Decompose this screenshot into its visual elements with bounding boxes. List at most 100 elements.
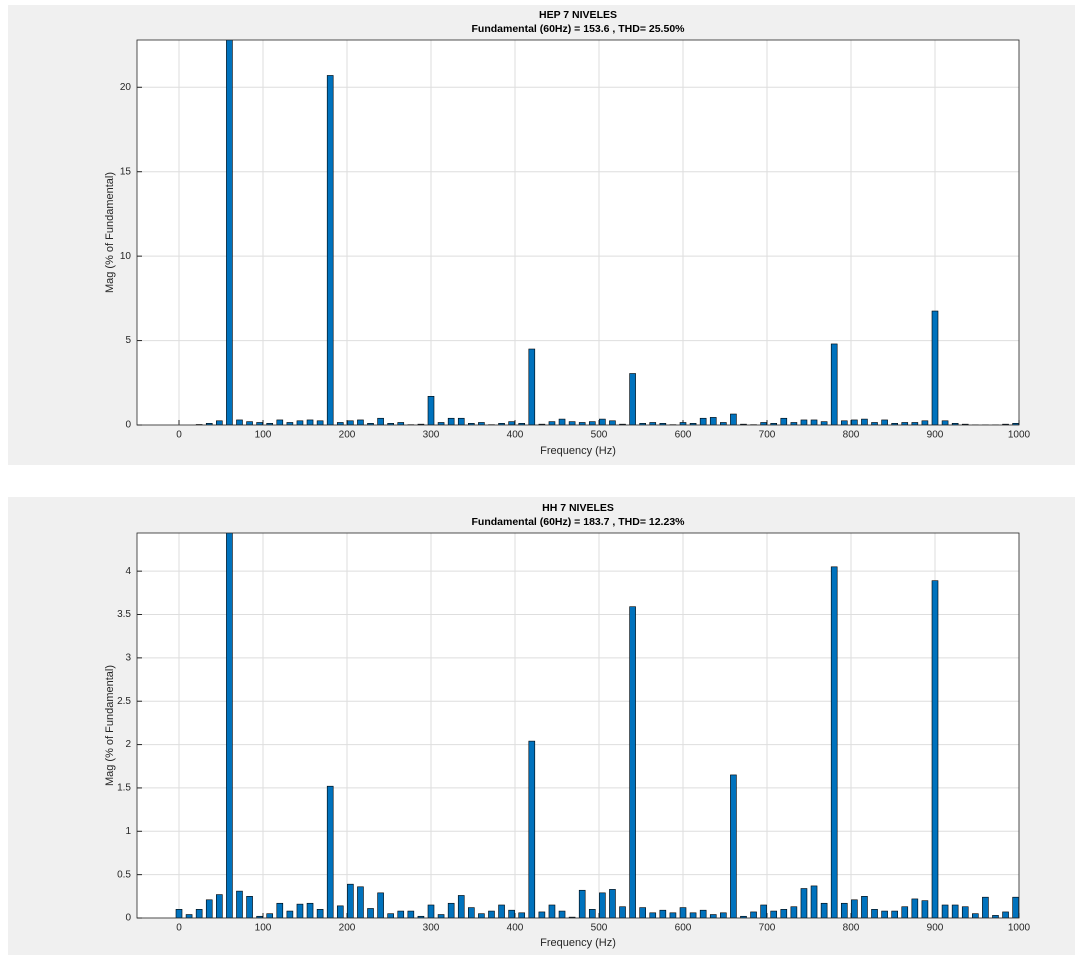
bar [609, 420, 616, 425]
bar [407, 910, 415, 918]
plot-area [137, 533, 1019, 918]
bar [246, 896, 253, 918]
axes-box [136, 39, 1020, 426]
bar [175, 909, 183, 918]
plot-area [137, 40, 1019, 425]
bar [871, 909, 878, 918]
axes-box [136, 532, 1020, 919]
bar [770, 910, 778, 918]
bar [357, 419, 364, 425]
bar [891, 910, 898, 918]
bar [246, 421, 253, 425]
x-tick-label: 500 [591, 923, 608, 934]
bar [236, 890, 243, 918]
bar [447, 902, 455, 918]
y-tick-label: 2 [125, 739, 131, 750]
bar [800, 888, 808, 918]
x-tick-label: 400 [507, 430, 524, 441]
x-tick-label: 600 [675, 430, 692, 441]
bar [488, 910, 495, 918]
bar [568, 421, 576, 425]
bar [367, 908, 374, 918]
bar [468, 907, 475, 918]
bar [1012, 896, 1019, 918]
bar [881, 419, 888, 425]
bar [185, 914, 193, 918]
x-tick-label: 0 [176, 430, 182, 441]
bar [709, 417, 717, 425]
bar [709, 914, 717, 918]
bar [961, 906, 969, 918]
x-tick-label: 600 [675, 923, 692, 934]
bar [347, 420, 354, 425]
x-tick-label: 300 [423, 430, 440, 441]
y-tick-label: 0 [125, 913, 131, 924]
bar [266, 913, 274, 918]
bar [659, 909, 667, 918]
y-tick-label: 15 [120, 166, 132, 177]
bar [427, 904, 435, 918]
bar [951, 904, 959, 918]
bar [316, 909, 324, 918]
bar [760, 904, 767, 918]
bar [921, 900, 929, 918]
bar [800, 419, 808, 425]
bar [518, 912, 526, 918]
chart-subtitle: Fundamental (60Hz) = 153.6 , THD= 25.50% [472, 23, 686, 35]
bar [982, 896, 989, 918]
bar [306, 419, 314, 425]
y-tick-label: 4 [125, 566, 131, 577]
bar [508, 909, 515, 918]
bar [840, 902, 848, 918]
bar [578, 889, 586, 918]
x-tick-label: 1000 [1008, 430, 1031, 441]
bar [629, 373, 636, 425]
bar [820, 902, 828, 918]
bar [861, 896, 868, 918]
bar [306, 902, 314, 918]
x-tick-label: 800 [843, 923, 860, 934]
bar [508, 421, 515, 425]
bar [1002, 911, 1009, 918]
x-tick-label: 200 [339, 430, 356, 441]
x-axis-label: Frequency (Hz) [540, 445, 616, 457]
bar [357, 886, 364, 918]
bar [810, 885, 818, 918]
bar [588, 421, 596, 425]
bar [276, 902, 284, 918]
bar [316, 420, 324, 425]
bar [851, 419, 858, 425]
bar [780, 417, 788, 425]
bar [911, 898, 919, 918]
y-tick-label: 20 [120, 82, 132, 93]
y-tick-label: 1.5 [117, 783, 131, 794]
bar [397, 910, 405, 918]
y-tick-label: 2.5 [117, 696, 131, 707]
x-tick-label: 700 [759, 923, 776, 934]
bar [326, 785, 334, 918]
bar [236, 419, 243, 425]
bar [730, 413, 737, 425]
bar [699, 417, 707, 425]
y-tick-label: 1 [125, 826, 131, 837]
bar [840, 420, 848, 425]
bar [387, 913, 394, 918]
y-axis-label: Mag (% of Fundamental) [104, 172, 116, 293]
bar [881, 910, 888, 918]
bar [941, 420, 949, 425]
bar [679, 907, 687, 918]
bar [427, 395, 435, 425]
x-axis-label: Frequency (Hz) [540, 937, 616, 949]
x-tick-label: 400 [507, 923, 524, 934]
bar [649, 912, 657, 918]
bar [599, 418, 606, 425]
bar [720, 912, 727, 918]
bar [548, 904, 556, 918]
bar [377, 417, 384, 425]
bar [437, 914, 445, 918]
bar [639, 907, 646, 918]
bar [750, 911, 757, 918]
x-tick-label: 700 [759, 430, 776, 441]
bar [599, 892, 606, 918]
bar [558, 910, 566, 918]
